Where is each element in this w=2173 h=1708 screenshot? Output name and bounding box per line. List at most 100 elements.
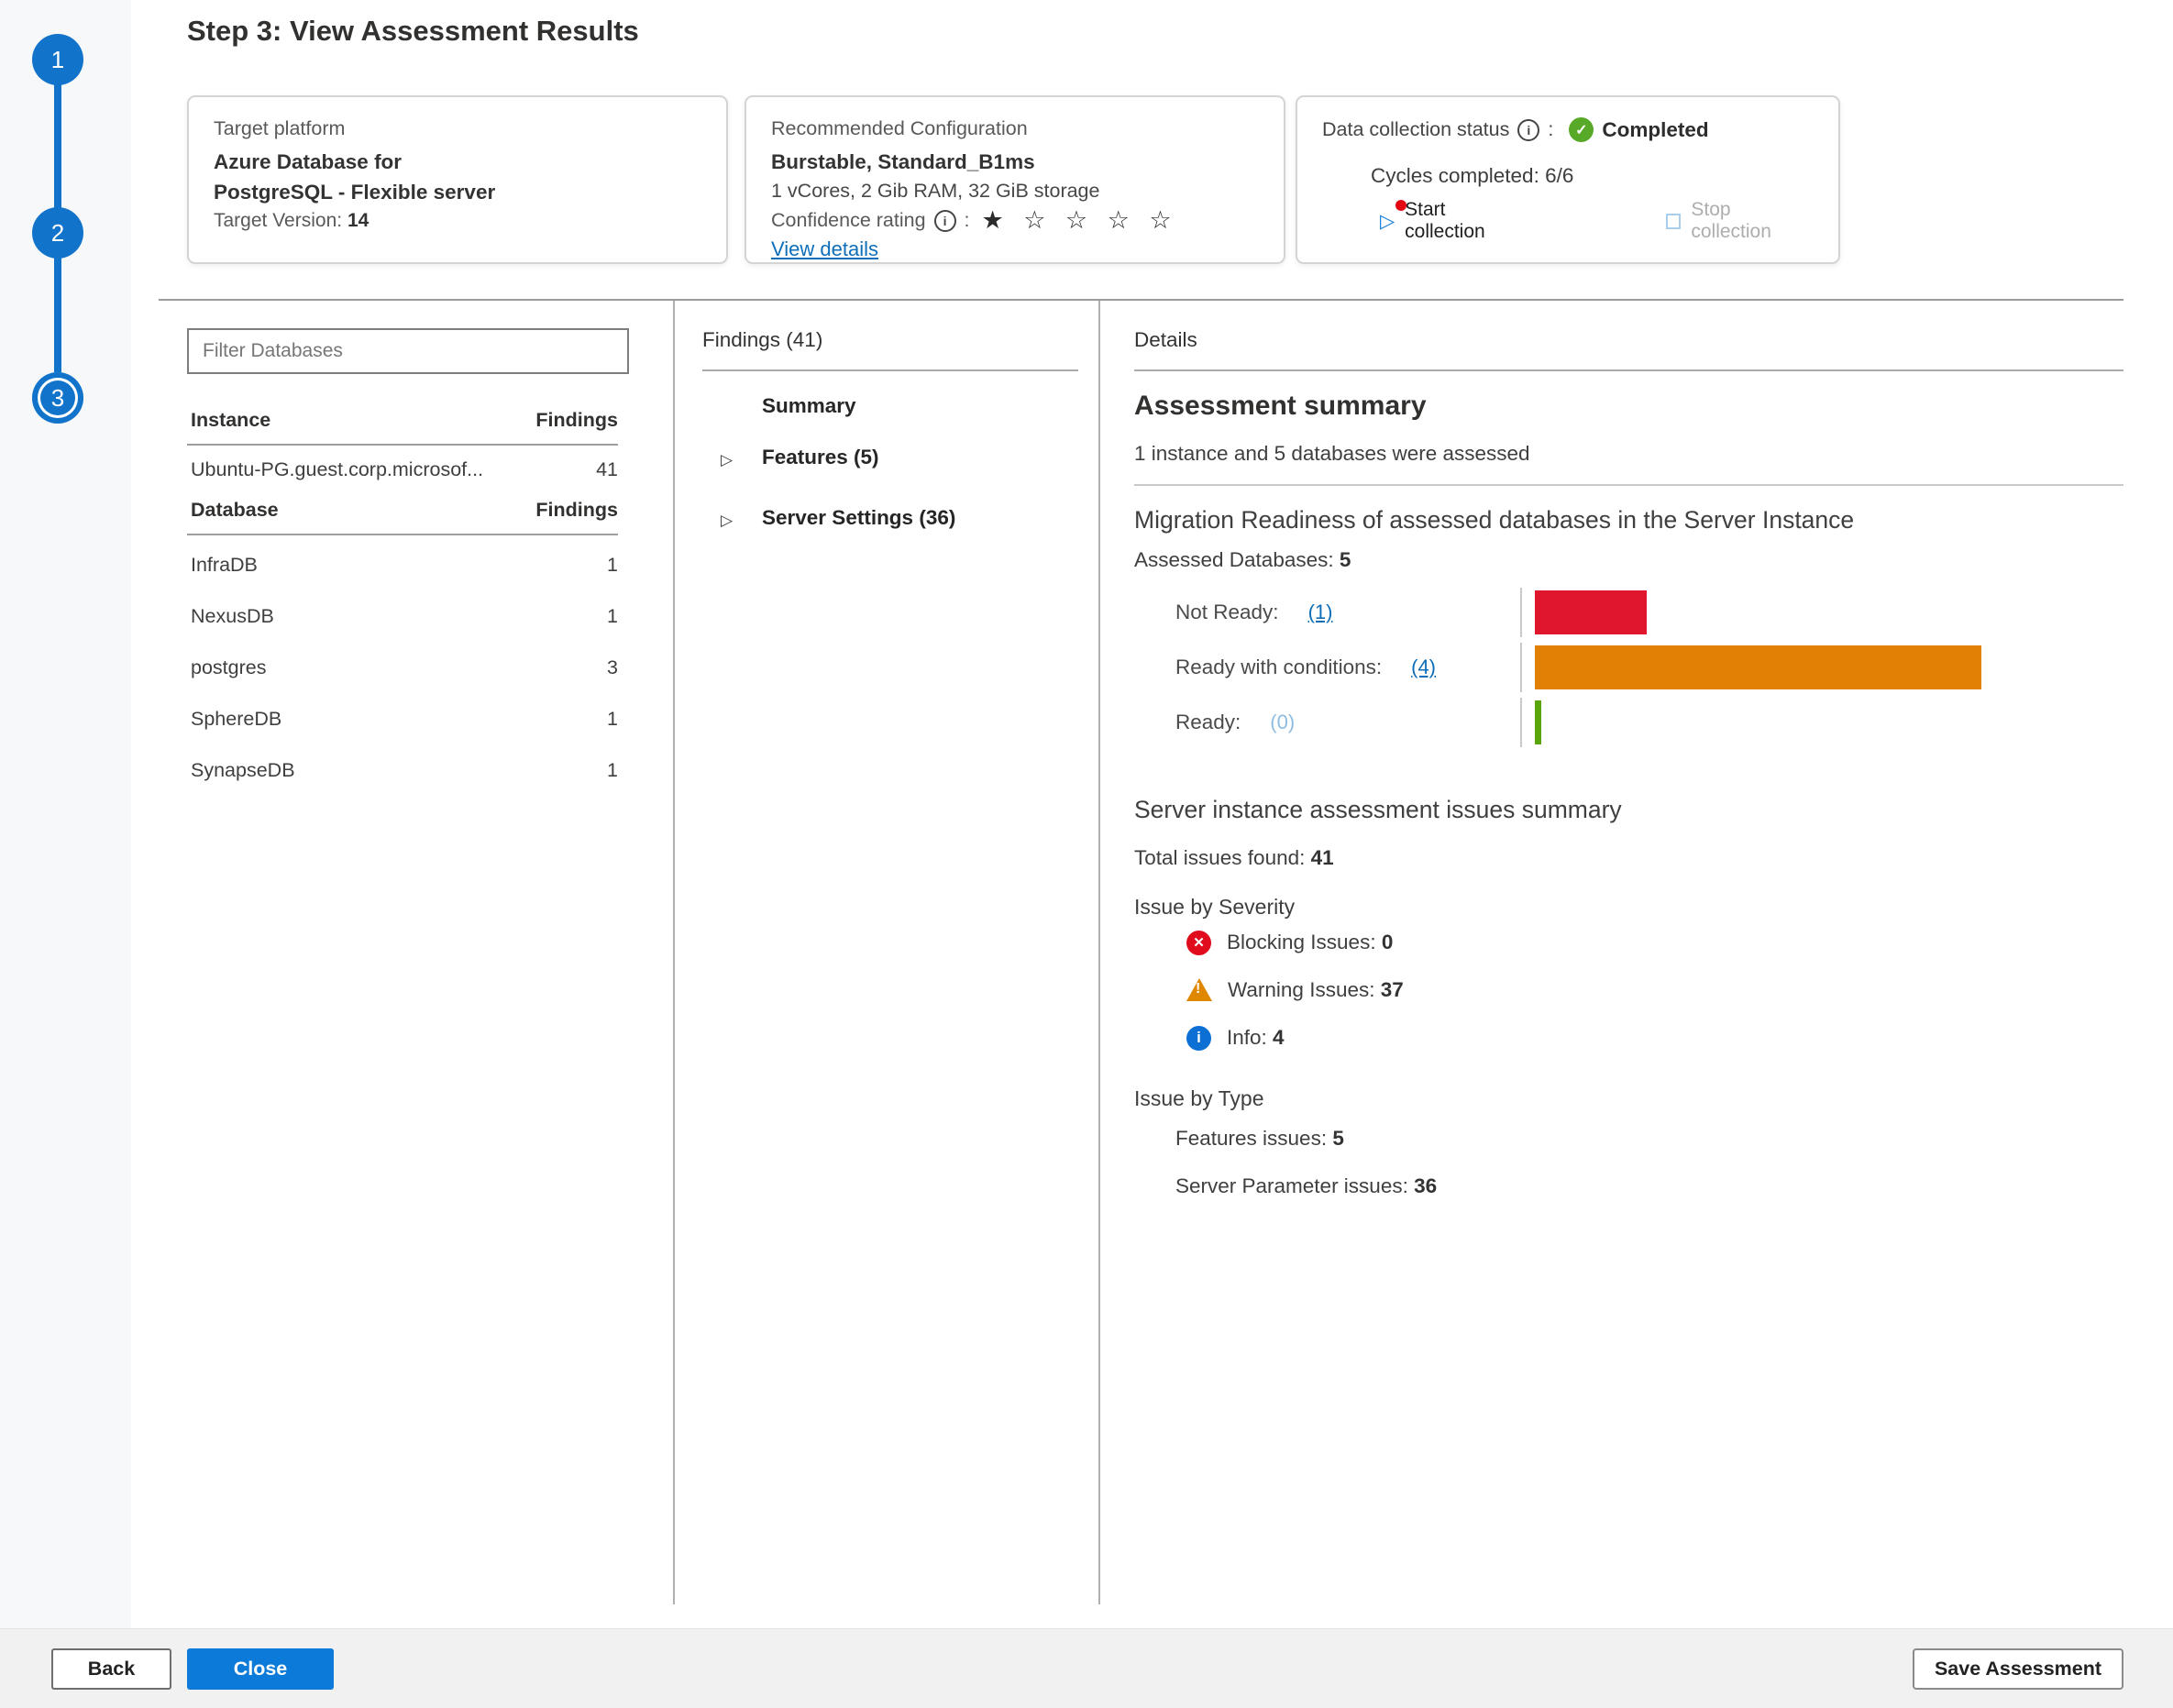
database-header-label: Database (191, 499, 279, 521)
target-platform-name-line2: PostgreSQL - Flexible server (214, 181, 496, 204)
readiness-row-not-ready: Not Ready: (1) (1134, 588, 2123, 637)
assessment-summary-heading: Assessment summary (1134, 391, 1427, 421)
database-name: postgres (191, 656, 267, 678)
data-collection-info-icon[interactable]: i (1517, 118, 1540, 141)
readiness-row-ready: Ready: (0) (1134, 698, 2123, 747)
database-row[interactable]: NexusDB 1 (191, 605, 618, 628)
findings-title-rule (702, 369, 1078, 371)
database-table-header: Database Findings (191, 499, 618, 522)
database-findings-count: 3 (607, 656, 618, 678)
database-findings-count: 1 (607, 605, 618, 627)
assessment-summary-subheading: 1 instance and 5 databases were assessed (1134, 442, 1530, 465)
target-platform-card: Target platform Azure Database for Postg… (187, 95, 728, 264)
stepper-rail: 1 2 3 (0, 0, 131, 1628)
info-icon: i (1186, 1025, 1211, 1051)
server-parameter-issues-label: Server Parameter issues: (1175, 1174, 1408, 1197)
collection-controls-row: ▷ Start collection Stop collection (1380, 199, 1814, 243)
instance-findings-count: 41 (596, 458, 618, 480)
step-3-indicator[interactable]: 3 (32, 372, 83, 424)
blocking-issues-row: ✕ Blocking Issues: 0 (1134, 919, 1404, 966)
step-2-indicator[interactable]: 2 (32, 207, 83, 259)
ready-count-link[interactable]: (0) (1270, 711, 1296, 733)
summary-divider (1134, 484, 2123, 486)
issue-by-type-title: Issue by Type (1134, 1086, 1264, 1110)
database-findings-count: 1 (607, 554, 618, 576)
total-issues-value: 41 (1310, 846, 1334, 869)
stop-collection-label: Stop collection (1691, 199, 1771, 242)
close-button[interactable]: Close (187, 1648, 334, 1690)
type-rows: Features issues: 5 Server Parameter issu… (1134, 1115, 1437, 1210)
filter-databases-input[interactable] (187, 328, 629, 374)
view-details-link[interactable]: View details (771, 237, 878, 260)
stop-collection-button-disabled[interactable]: Stop collection (1665, 199, 1814, 243)
cycles-completed-label: Cycles completed: (1371, 164, 1539, 187)
chevron-right-icon[interactable]: ▷ (721, 512, 734, 529)
cycles-completed-value: 6/6 (1545, 164, 1574, 187)
database-findings-header-label: Findings (535, 499, 618, 521)
findings-item-features[interactable]: Features (5) (762, 446, 879, 468)
save-assessment-button[interactable]: Save Assessment (1913, 1648, 2123, 1690)
footer-bar: Back Close Save Assessment (0, 1628, 2173, 1708)
details-panel: Details Assessment summary 1 instance an… (1134, 328, 2123, 1197)
findings-item-server-settings[interactable]: Server Settings (36) (762, 506, 956, 529)
back-button[interactable]: Back (51, 1648, 171, 1690)
details-panel-title: Details (1134, 328, 1197, 351)
findings-details-separator (1098, 301, 1100, 1604)
issue-by-severity-title: Issue by Severity (1134, 895, 1296, 919)
ready-with-conditions-label: Ready with conditions: (1175, 656, 1383, 678)
start-collection-button[interactable]: ▷ Start collection (1380, 199, 1528, 243)
confidence-colon: : (964, 209, 970, 231)
warning-issues-row: Warning Issues: 37 (1134, 966, 1404, 1014)
database-header-rule (187, 534, 618, 535)
database-row[interactable]: postgres 3 (191, 656, 618, 679)
bar-axis-line (1520, 588, 1522, 637)
page-title: Step 3: View Assessment Results (187, 15, 639, 47)
instance-row[interactable]: Ubuntu-PG.guest.corp.microsof... 41 (191, 458, 618, 481)
findings-item-summary[interactable]: Summary (762, 394, 856, 417)
warning-issues-value: 37 (1380, 978, 1404, 1001)
findings-panel-title: Findings (41) (702, 328, 823, 351)
recommended-sku: Burstable, Standard_B1ms (771, 150, 1035, 173)
data-collection-card: Data collection status i : ✓ Completed C… (1296, 95, 1840, 264)
issues-summary-title: Server instance assessment issues summar… (1134, 796, 1622, 823)
step-1-indicator[interactable]: 1 (32, 34, 83, 85)
instance-findings-header-label: Findings (535, 409, 618, 431)
blocking-icon: ✕ (1186, 930, 1211, 955)
start-collection-label: Start collection (1405, 199, 1485, 242)
not-ready-label: Not Ready: (1175, 601, 1279, 623)
database-row[interactable]: InfraDB 1 (191, 554, 618, 577)
data-collection-status-value: Completed (1602, 117, 1709, 141)
info-issues-label: Info: (1227, 1026, 1267, 1049)
database-row[interactable]: SphereDB 1 (191, 708, 618, 731)
chevron-right-icon[interactable]: ▷ (721, 451, 734, 468)
warning-icon (1186, 977, 1212, 1001)
target-platform-label: Target platform (214, 117, 346, 139)
severity-rows: ✕ Blocking Issues: 0 Warning Issues: 37 … (1134, 919, 1404, 1062)
instance-header-rule (187, 444, 618, 446)
completed-check-icon: ✓ (1569, 117, 1594, 142)
not-ready-count-link[interactable]: (1) (1307, 601, 1333, 623)
cursor-recording-dot (1395, 200, 1406, 211)
bar-axis-line (1520, 698, 1522, 747)
data-collection-status-label: Data collection status (1322, 118, 1510, 140)
stop-icon (1665, 213, 1682, 229)
ready-with-conditions-count-link[interactable]: (4) (1411, 656, 1437, 678)
features-issues-label: Features issues: (1175, 1127, 1328, 1150)
server-parameter-issues-row: Server Parameter issues: 36 (1134, 1163, 1437, 1210)
instance-header-label: Instance (191, 409, 271, 431)
db-findings-separator (673, 301, 675, 1604)
database-name: SynapseDB (191, 759, 295, 781)
database-row[interactable]: SynapseDB 1 (191, 759, 618, 782)
assessed-databases-value: 5 (1339, 548, 1351, 571)
bar-axis-line (1520, 643, 1522, 692)
instance-table-header: Instance Findings (191, 409, 618, 432)
recommended-specs: 1 vCores, 2 Gib RAM, 32 GiB storage (771, 180, 1100, 202)
confidence-info-icon[interactable]: i (933, 209, 956, 232)
assessed-databases-line: Assessed Databases: 5 (1134, 548, 1351, 572)
recommended-config-label: Recommended Configuration (771, 117, 1028, 139)
instance-name: Ubuntu-PG.guest.corp.microsof... (191, 458, 484, 480)
features-issues-row: Features issues: 5 (1134, 1115, 1437, 1163)
migration-readiness-title: Migration Readiness of assessed database… (1134, 506, 1855, 534)
info-issues-row: i Info: 4 (1134, 1014, 1404, 1062)
